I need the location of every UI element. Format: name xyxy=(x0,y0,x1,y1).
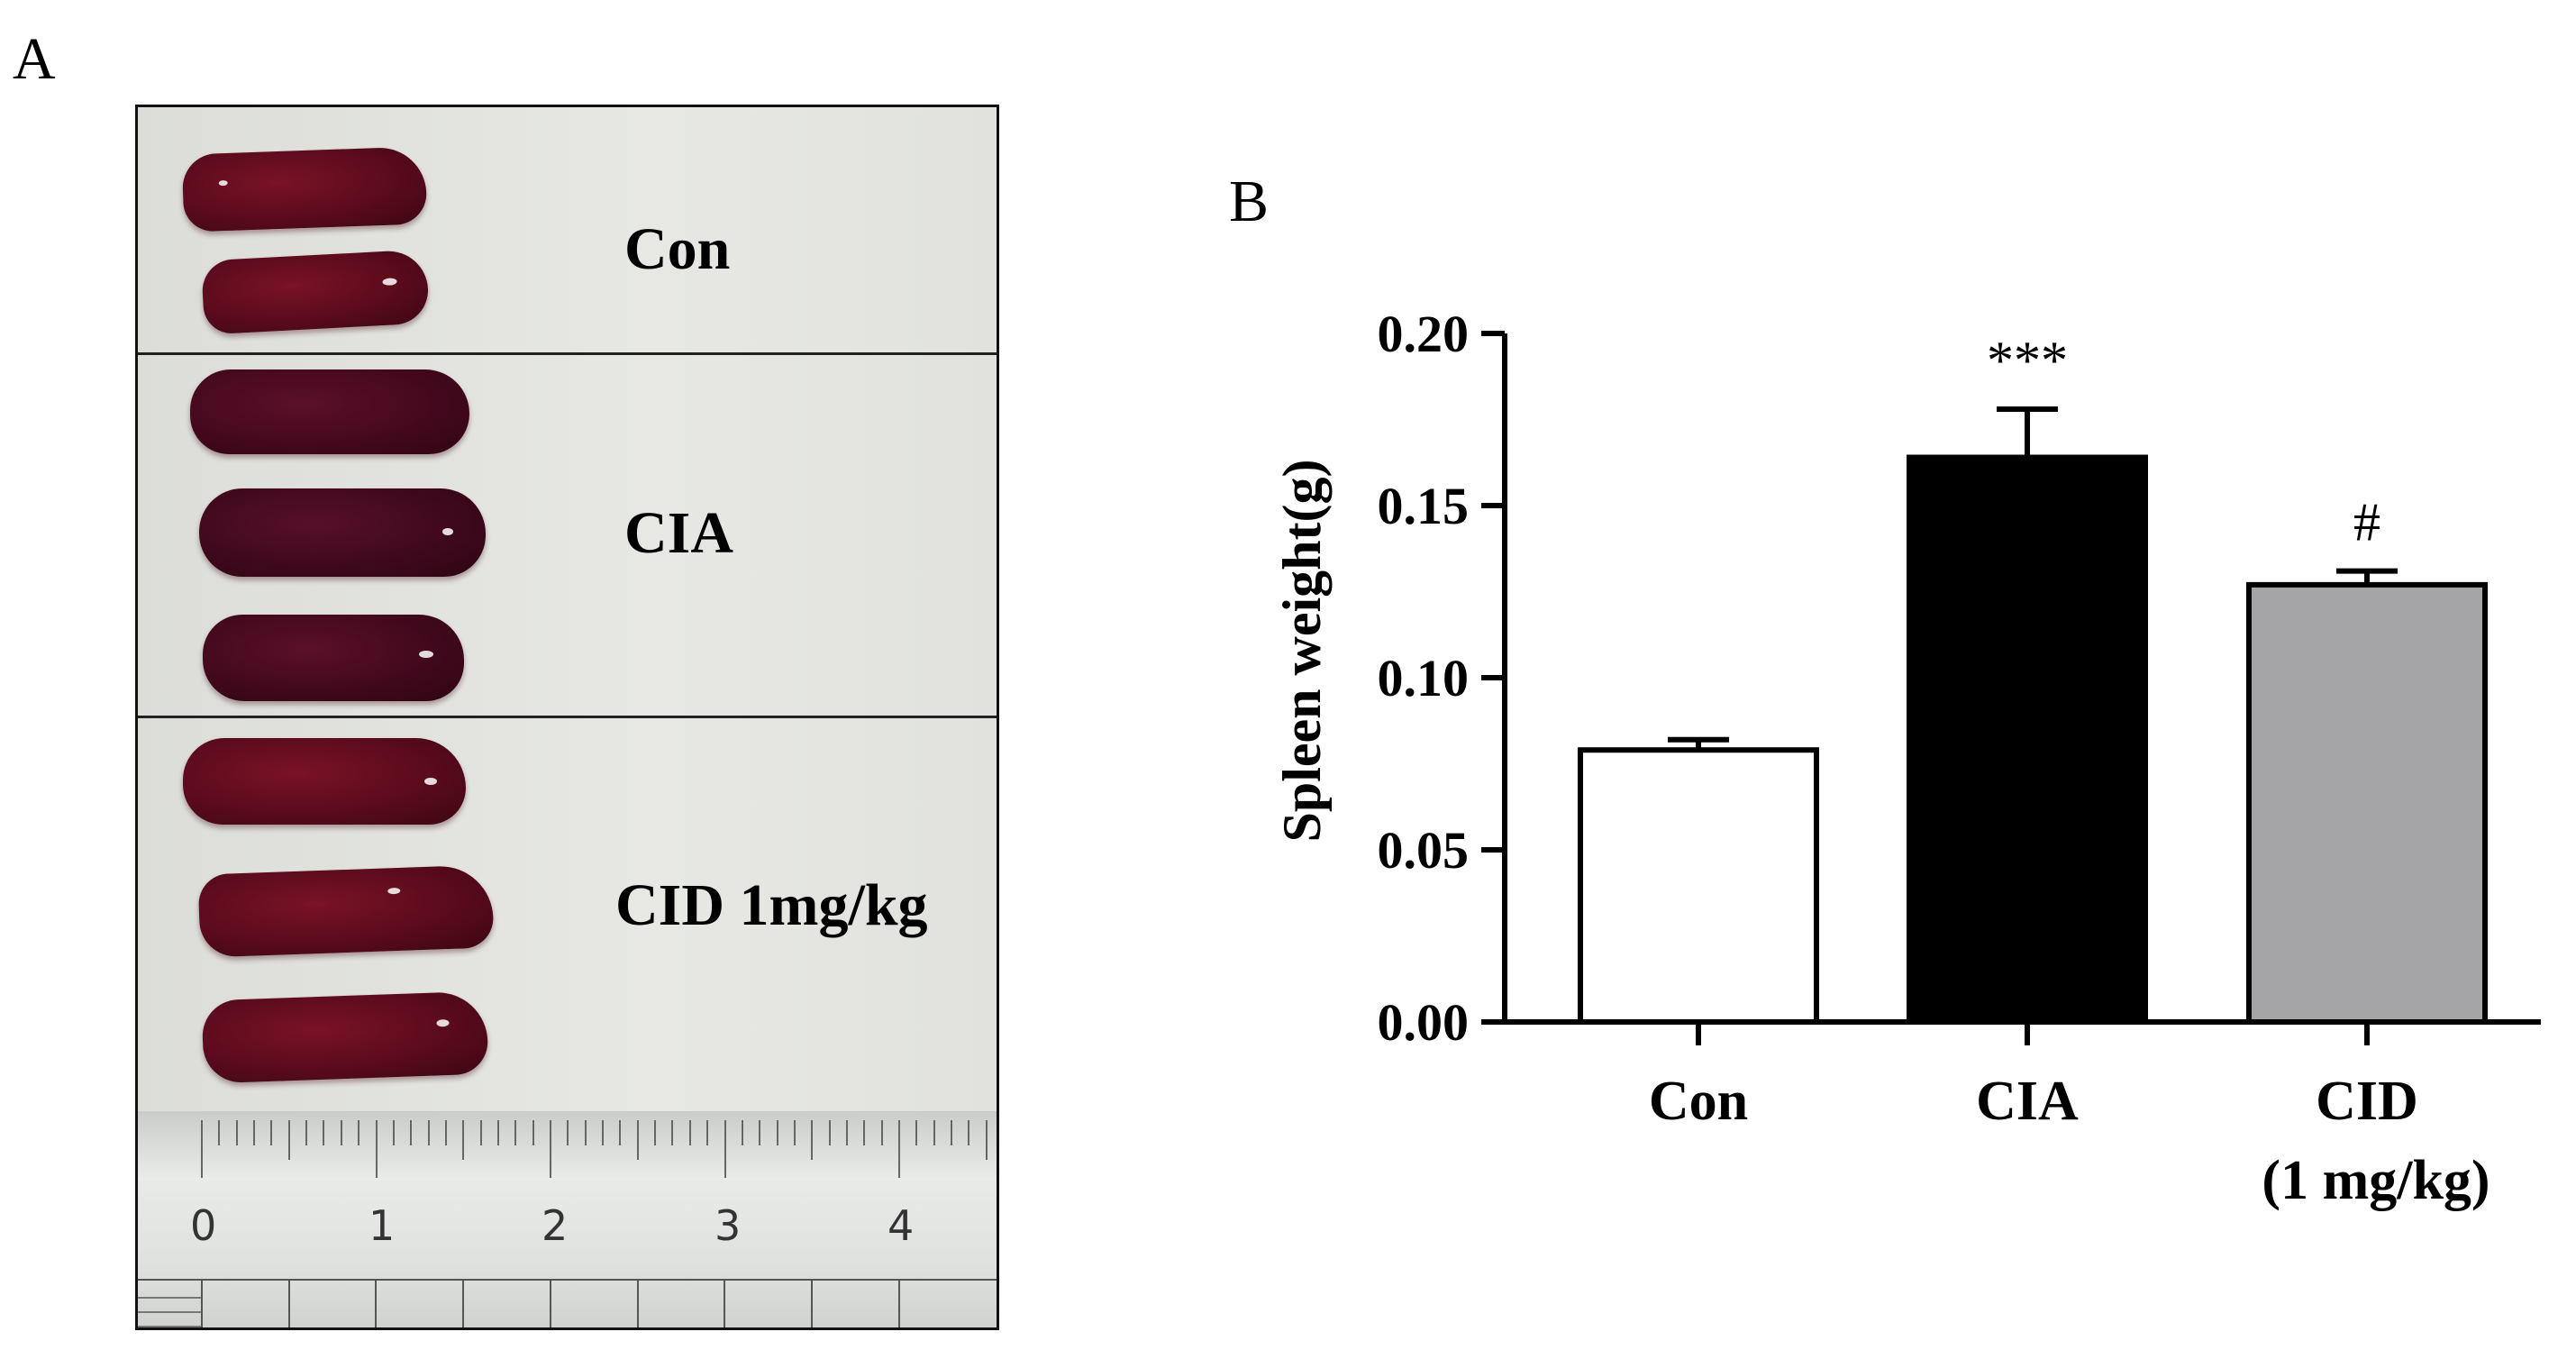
ruler-tick xyxy=(880,1120,883,1145)
bar-cia xyxy=(1907,454,2148,1025)
ruler-tick xyxy=(619,1120,622,1145)
y-tick-label: 0.15 xyxy=(1378,477,1470,535)
group-label-cid: CID 1mg/kg xyxy=(615,872,928,938)
ruler-cell xyxy=(138,1279,201,1327)
ruler-tick xyxy=(340,1120,342,1145)
spleen-cid-2 xyxy=(197,864,495,958)
ruler-tick xyxy=(985,1120,988,1160)
ruler-tick xyxy=(287,1120,290,1160)
ruler-tick xyxy=(793,1120,796,1145)
ruler-cell xyxy=(287,1279,377,1327)
significance-marker: # xyxy=(2353,493,2380,552)
ruler-tick xyxy=(933,1120,935,1145)
ruler-tick xyxy=(462,1120,465,1160)
chart-svg: 0.00 0.05 0.10 0.15 0.20 *** # Con CIA CID (1 mg… xyxy=(1272,305,2541,1211)
ruler-cell xyxy=(724,1279,812,1327)
significance-marker: *** xyxy=(1987,331,2068,390)
ruler-tick xyxy=(270,1120,273,1145)
ruler-tick xyxy=(898,1120,900,1178)
ruler-tick xyxy=(235,1120,238,1145)
ruler-tick xyxy=(951,1120,953,1145)
ruler-baseline xyxy=(138,1279,997,1281)
ruler-tick xyxy=(811,1120,814,1160)
panel-a-letter: A xyxy=(13,26,56,92)
x-tick-label: CID xyxy=(2316,1071,2418,1132)
ruler-tick xyxy=(305,1120,308,1145)
ruler-number: 2 xyxy=(542,1201,569,1250)
y-tick-label: 0.10 xyxy=(1378,649,1470,707)
photo-divider xyxy=(138,352,997,355)
ruler-cell xyxy=(810,1279,899,1327)
photo-section-cia: CIA xyxy=(138,355,997,716)
spleen-photo: Con CIA CID 1mg/kg 0 1 2 3 4 xyxy=(135,105,999,1330)
spleen-cid-3 xyxy=(201,990,489,1084)
ruler-cell xyxy=(549,1279,638,1327)
ruler-tick xyxy=(671,1120,674,1145)
ruler-tick xyxy=(863,1120,866,1145)
ruler-number: 1 xyxy=(369,1201,396,1250)
ruler-tick xyxy=(479,1120,482,1145)
ruler-tick xyxy=(550,1120,551,1178)
ruler-tick xyxy=(706,1120,709,1145)
group-label-con: Con xyxy=(624,216,731,282)
ruler-tick xyxy=(602,1120,605,1145)
ruler-tick xyxy=(968,1120,970,1145)
spleen-con-1 xyxy=(181,146,428,233)
spleen-cid-1 xyxy=(183,738,466,825)
group-label-cia: CIA xyxy=(624,500,734,566)
ruler-number: 0 xyxy=(190,1201,217,1250)
photo-section-con: Con xyxy=(138,107,997,352)
ruler-tick xyxy=(845,1120,848,1145)
ruler-tick xyxy=(724,1120,726,1178)
ruler-tick xyxy=(514,1120,517,1145)
ruler-tick xyxy=(444,1120,447,1145)
ruler-cell xyxy=(201,1279,289,1327)
y-tick-label: 0.05 xyxy=(1378,821,1470,880)
spleen-cia-1 xyxy=(190,369,469,454)
ruler-cell xyxy=(375,1279,463,1327)
ruler-tick xyxy=(427,1120,430,1145)
spleen-con-2 xyxy=(201,249,430,335)
ruler-tick xyxy=(532,1120,534,1145)
ruler-tick xyxy=(636,1120,639,1160)
ruler-tick xyxy=(410,1120,413,1145)
ruler-tick xyxy=(688,1120,691,1145)
ruler-tick xyxy=(567,1120,569,1145)
ruler-tick xyxy=(218,1120,221,1145)
ruler-tick xyxy=(201,1120,203,1178)
ruler-cell xyxy=(897,1279,987,1327)
y-axis-label: Spleen weight(g) xyxy=(1272,460,1332,843)
ruler-tick xyxy=(253,1120,256,1145)
ruler-tick xyxy=(323,1120,325,1145)
ruler-number: 4 xyxy=(887,1201,915,1250)
x-tick-label: Con xyxy=(1649,1071,1748,1132)
x-tick-label: (1 mg/kg) xyxy=(2262,1150,2490,1211)
ruler-tick xyxy=(496,1120,499,1145)
ruler-cell xyxy=(636,1279,725,1327)
ruler-tick xyxy=(741,1120,743,1145)
photo-divider xyxy=(138,716,997,718)
ruler-cell xyxy=(462,1279,551,1327)
photo-section-cid: CID 1mg/kg xyxy=(138,718,997,1111)
spleen-cia-3 xyxy=(203,615,464,701)
ruler-tick xyxy=(759,1120,761,1145)
ruler-tick xyxy=(375,1120,378,1178)
ruler-tick xyxy=(915,1120,918,1145)
spleen-cia-2 xyxy=(199,488,486,577)
x-tick-label: CIA xyxy=(1976,1071,2079,1132)
y-tick-label: 0.00 xyxy=(1378,993,1470,1052)
bar-cid xyxy=(2246,581,2488,1025)
ruler-number: 3 xyxy=(715,1201,742,1250)
ruler: 0 1 2 3 4 xyxy=(138,1111,997,1327)
y-tick-label: 0.20 xyxy=(1378,305,1470,363)
ruler-tick xyxy=(358,1120,360,1145)
panel-b-letter: B xyxy=(1229,169,1270,234)
bar-con xyxy=(1578,747,1819,1025)
ruler-tick xyxy=(654,1120,657,1145)
ruler-tick xyxy=(392,1120,395,1145)
ruler-tick xyxy=(776,1120,778,1145)
spleen-weight-chart: 0.00 0.05 0.10 0.15 0.20 *** # Con CIA CID (1 mg… xyxy=(1243,288,2576,1345)
ruler-tick xyxy=(828,1120,831,1145)
ruler-tick xyxy=(584,1120,587,1145)
